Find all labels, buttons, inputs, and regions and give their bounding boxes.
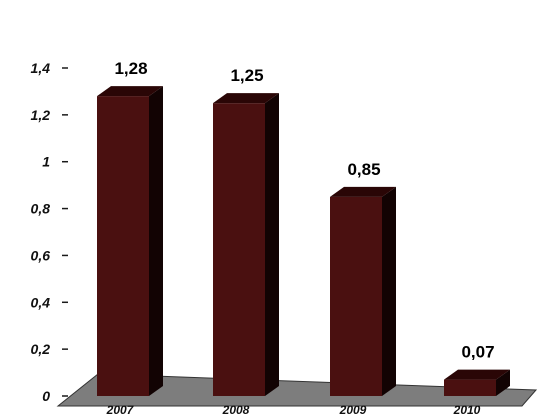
x-tick-label-2010: 2010 <box>453 403 481 417</box>
x-tick-label-2009: 2009 <box>339 403 367 417</box>
data-label-2007: 1,28 <box>114 59 147 78</box>
chart-floor <box>56 373 537 407</box>
bar-2009 <box>330 196 382 396</box>
y-tick-label: 0,2 <box>31 341 51 357</box>
y-tick-label: 0,6 <box>31 247 51 263</box>
y-tick-label: 0,4 <box>31 294 51 310</box>
data-label-2008: 1,25 <box>230 66 263 85</box>
bar-2007 <box>97 96 149 396</box>
bar-top-2007 <box>97 86 163 97</box>
bar-side-2008 <box>265 93 279 397</box>
bar-top-2008 <box>213 93 279 104</box>
y-tick-label: 1,2 <box>31 107 51 123</box>
y-tick-label: 1,4 <box>31 60 51 76</box>
bar-side-2009 <box>382 186 396 396</box>
bar-top-2009 <box>330 186 396 197</box>
x-tick-label-2007: 2007 <box>106 403 135 417</box>
bar-side-2010 <box>496 369 510 396</box>
data-label-2010: 0,07 <box>461 343 494 362</box>
y-tick-label: 1 <box>42 154 50 170</box>
bar-side-2007 <box>149 86 163 396</box>
bar-2010 <box>444 379 496 396</box>
bar-top-2010 <box>444 369 510 380</box>
y-tick-label: 0 <box>42 388 50 404</box>
y-tick-label: 0,8 <box>31 201 51 217</box>
x-tick-label-2008: 2008 <box>222 403 250 417</box>
data-label-2009: 0,85 <box>347 160 380 179</box>
bar-2008 <box>213 103 265 397</box>
